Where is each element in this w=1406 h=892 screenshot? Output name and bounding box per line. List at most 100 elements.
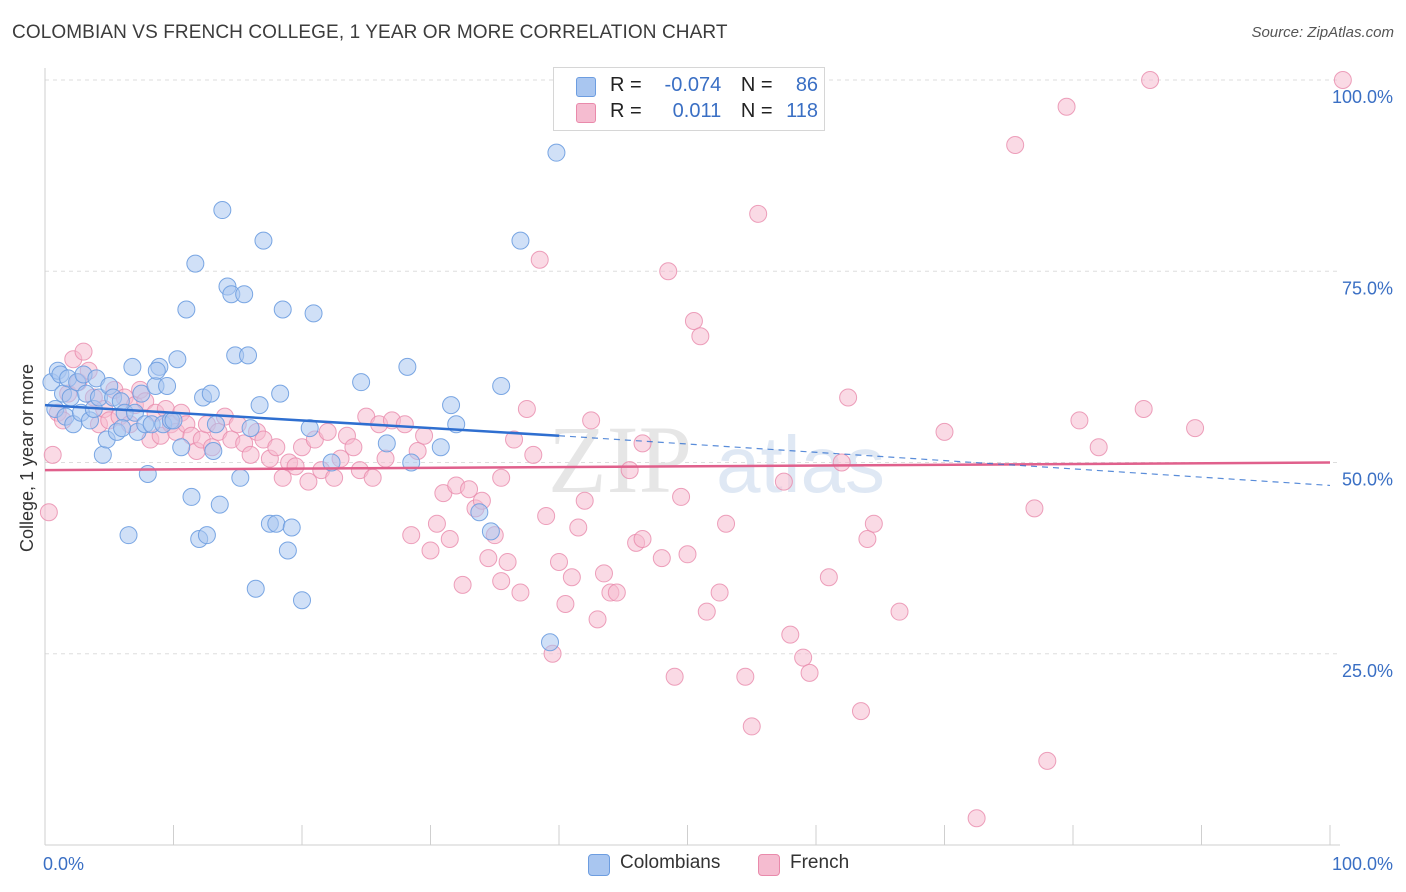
colombian-point-76 bbox=[470, 503, 489, 522]
colombian-point-79 bbox=[492, 377, 511, 395]
french-point-62 bbox=[402, 526, 421, 545]
colombian-point-35 bbox=[158, 377, 177, 395]
french-point-54 bbox=[344, 438, 363, 457]
colombian-trend-extension bbox=[558, 435, 1331, 487]
french-point-61 bbox=[395, 415, 414, 434]
colombian-point-42 bbox=[186, 254, 205, 273]
y-tick-label-50: 50.0% bbox=[1342, 470, 1393, 490]
french-point-45 bbox=[286, 457, 305, 476]
french-point-105 bbox=[697, 602, 716, 621]
french-point-94 bbox=[607, 583, 626, 602]
french-point-90 bbox=[582, 411, 601, 430]
french-point-108 bbox=[742, 717, 761, 736]
french-point-125 bbox=[1070, 411, 1089, 430]
legend-r-value-colombians: -0.074 bbox=[664, 74, 722, 96]
french-point-120 bbox=[967, 809, 986, 828]
french-point-111 bbox=[794, 648, 813, 667]
french-point-68 bbox=[440, 530, 459, 548]
french-point-0 bbox=[39, 503, 58, 522]
french-point-117 bbox=[864, 514, 883, 533]
colombian-point-72 bbox=[377, 434, 396, 453]
french-point-121 bbox=[1006, 136, 1025, 155]
french-point-79 bbox=[511, 583, 530, 602]
bottom-legend-label-colombians: Colombians bbox=[620, 852, 721, 873]
colombian-point-67 bbox=[293, 591, 311, 610]
french-point-122 bbox=[1038, 751, 1057, 770]
french-point-87 bbox=[562, 568, 581, 587]
french-point-74 bbox=[479, 549, 498, 568]
colombian-point-63 bbox=[271, 384, 290, 403]
french-point-129 bbox=[1186, 419, 1205, 438]
french-point-57 bbox=[363, 468, 382, 487]
french-point-78 bbox=[505, 430, 524, 449]
colombian-point-62 bbox=[267, 514, 286, 533]
french-point-98 bbox=[652, 549, 671, 568]
french-point-92 bbox=[594, 564, 613, 583]
french-point-107 bbox=[717, 514, 736, 533]
french-point-47 bbox=[299, 472, 318, 491]
french-point-127 bbox=[1134, 399, 1153, 418]
bottom-swatch-blue bbox=[588, 854, 610, 876]
french-trend-line bbox=[44, 461, 1331, 472]
colombian-point-39 bbox=[172, 438, 191, 457]
colombian-point-60 bbox=[254, 231, 273, 250]
french-point-110 bbox=[781, 625, 800, 644]
legend-r-label: R = bbox=[610, 100, 642, 122]
french-point-109 bbox=[749, 204, 768, 223]
colombian-point-57 bbox=[241, 419, 260, 438]
legend-swatch-pink bbox=[576, 103, 596, 123]
french-point-134 bbox=[736, 667, 755, 686]
legend-r-value-french: 0.011 bbox=[672, 100, 722, 122]
colombian-point-59 bbox=[250, 396, 269, 415]
colombian-point-81 bbox=[442, 396, 461, 415]
grid-lines bbox=[45, 79, 1340, 655]
watermark-zip: ZIP bbox=[548, 406, 692, 513]
colombian-point-83 bbox=[547, 143, 566, 162]
legend-n-label: N = bbox=[740, 74, 773, 96]
colombian-point-77 bbox=[481, 522, 500, 541]
colombian-point-64 bbox=[273, 300, 292, 319]
colombian-point-26 bbox=[125, 403, 144, 422]
colombian-points bbox=[42, 143, 566, 652]
tick-labels: 25.0% 50.0% 75.0% 100.0% 0.0% 100.0% bbox=[43, 87, 1393, 874]
legend-n-label: N = bbox=[740, 100, 773, 122]
french-point-106 bbox=[710, 583, 729, 602]
french-point-76 bbox=[492, 572, 511, 591]
x-tick-label-100: 100.0% bbox=[1332, 854, 1393, 874]
french-point-71 bbox=[460, 480, 479, 499]
french-point-51 bbox=[325, 468, 344, 487]
french-point-119 bbox=[935, 422, 954, 441]
colombian-point-45 bbox=[197, 526, 216, 545]
chart-title: COLOMBIAN VS FRENCH COLLEGE, 1 YEAR OR M… bbox=[12, 22, 728, 43]
french-point-91 bbox=[588, 610, 607, 629]
x-tick-label-0: 0.0% bbox=[43, 854, 84, 874]
french-point-101 bbox=[672, 487, 691, 506]
colombian-point-82 bbox=[541, 633, 560, 652]
colombian-point-68 bbox=[300, 419, 319, 438]
source-label: Source: ZipAtlas.com bbox=[1251, 24, 1394, 41]
french-point-103 bbox=[684, 311, 703, 330]
french-point-88 bbox=[569, 518, 588, 537]
legend-n-value-french: 118 bbox=[786, 100, 819, 122]
colombian-point-54 bbox=[231, 468, 250, 487]
legend-r-label: R = bbox=[610, 74, 642, 96]
french-point-85 bbox=[550, 552, 568, 571]
colombian-point-7 bbox=[61, 388, 80, 407]
axes bbox=[44, 68, 1340, 846]
colombian-point-75 bbox=[431, 438, 450, 457]
french-point-123 bbox=[1025, 499, 1044, 518]
colombian-point-56 bbox=[239, 346, 258, 365]
legend-swatch-blue bbox=[576, 77, 596, 97]
colombian-point-37 bbox=[164, 411, 183, 430]
french-point-50 bbox=[318, 422, 337, 441]
colombian-point-70 bbox=[322, 453, 341, 472]
french-point-66 bbox=[427, 514, 446, 533]
colombian-point-24 bbox=[119, 526, 138, 545]
colombian-point-40 bbox=[177, 300, 196, 319]
french-point-136 bbox=[492, 468, 511, 487]
french-point-38 bbox=[241, 445, 260, 464]
colombian-trend-line bbox=[44, 403, 560, 437]
colombian-point-69 bbox=[304, 304, 323, 323]
french-point-95 bbox=[620, 461, 639, 480]
y-tick-label-75: 75.0% bbox=[1342, 278, 1393, 298]
